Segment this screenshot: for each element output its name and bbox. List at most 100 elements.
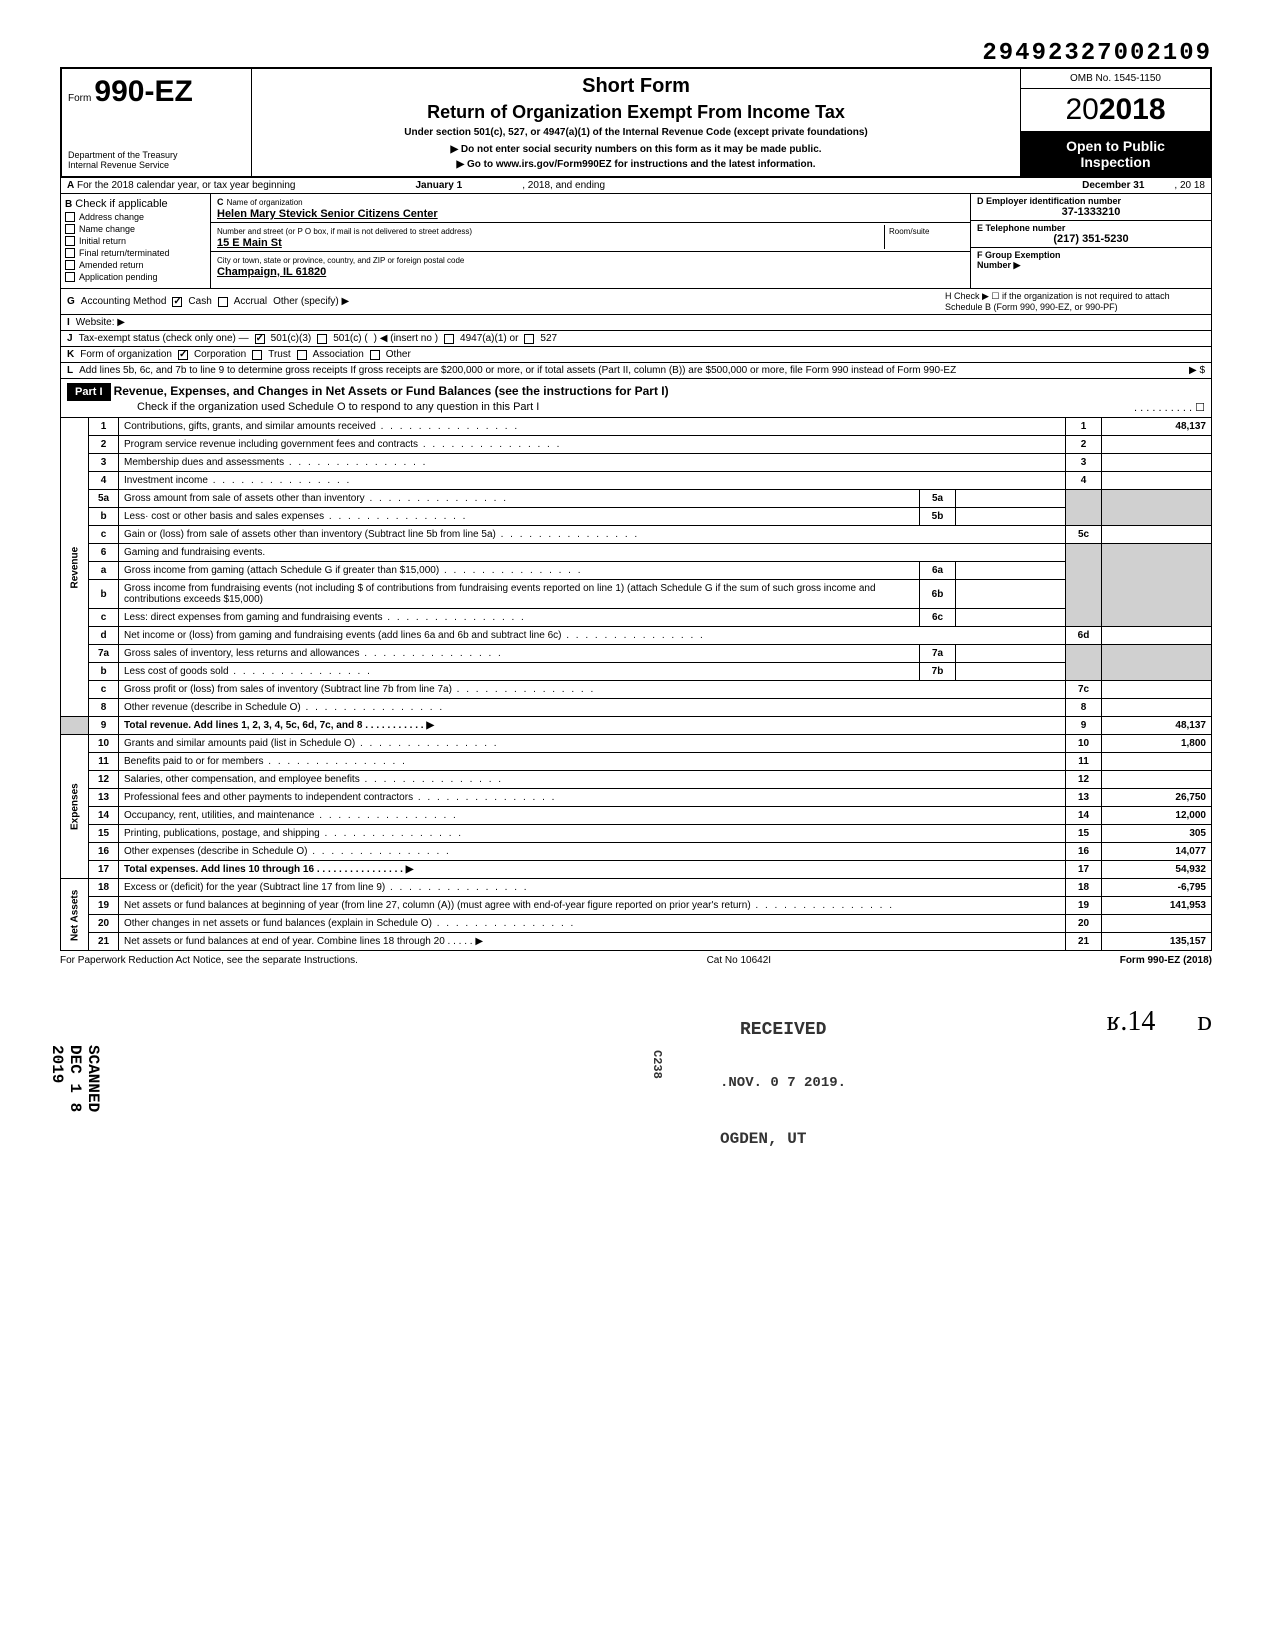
k-text: Form of organization bbox=[80, 349, 172, 360]
form-header: Form 990-EZ Department of the Treasury I… bbox=[60, 67, 1212, 178]
line-7a-sub: 7a bbox=[920, 645, 956, 663]
chk-final-return[interactable] bbox=[65, 248, 75, 258]
form-number: 990-EZ bbox=[94, 75, 192, 108]
line-7b-val bbox=[956, 663, 1066, 681]
chk-amended-return[interactable] bbox=[65, 260, 75, 270]
row-k: K Form of organization Corporation Trust… bbox=[60, 347, 1212, 363]
row-a-begin: January 1 bbox=[416, 180, 463, 191]
row-i: I Website: ▶ bbox=[60, 315, 1212, 331]
row-l: L Add lines 5b, 6c, and 7b to line 9 to … bbox=[60, 363, 1212, 379]
line-18-amount: -6,795 bbox=[1102, 879, 1212, 897]
j-c3: 501(c)(3) bbox=[271, 333, 312, 344]
top-tracking-number: 29492327002109 bbox=[60, 40, 1212, 67]
j-c: 501(c) ( bbox=[333, 333, 367, 344]
line-21-desc: Net assets or fund balances at end of ye… bbox=[119, 933, 1066, 951]
org-city: Champaign, IL 61820 bbox=[217, 266, 326, 278]
omb-number: OMB No. 1545-1150 bbox=[1021, 69, 1210, 89]
e-label: E Telephone number bbox=[977, 223, 1205, 233]
c-street-label: Number and street (or P O box, if mail i… bbox=[217, 227, 472, 236]
f-label2: Number ▶ bbox=[977, 260, 1020, 270]
chk-501c3[interactable] bbox=[255, 334, 265, 344]
line-7a-val bbox=[956, 645, 1066, 663]
chk-initial-return[interactable] bbox=[65, 236, 75, 246]
line-6c-sub: 6c bbox=[920, 609, 956, 627]
line-12-box: 12 bbox=[1066, 771, 1102, 789]
stamp-city: OGDEN, UT bbox=[720, 1130, 806, 1148]
line-9-amount: 48,137 bbox=[1102, 717, 1212, 735]
line-21-box: 21 bbox=[1066, 933, 1102, 951]
g-label: G bbox=[67, 296, 75, 307]
side-netassets: Net Assets bbox=[61, 879, 89, 951]
line-4-desc: Investment income bbox=[119, 472, 1066, 490]
line-10-desc: Grants and similar amounts paid (list in… bbox=[119, 735, 1066, 753]
line-20-box: 20 bbox=[1066, 915, 1102, 933]
chk-accrual[interactable] bbox=[218, 297, 228, 307]
line-11-box: 11 bbox=[1066, 753, 1102, 771]
row-g: G Accounting Method Cash Accrual Other (… bbox=[60, 289, 1212, 315]
line-15-box: 15 bbox=[1066, 825, 1102, 843]
line-7a-desc: Gross sales of inventory, less returns a… bbox=[119, 645, 920, 663]
org-street: 15 E Main St bbox=[217, 237, 282, 249]
line-6b-sub: 6b bbox=[920, 580, 956, 609]
chk-501c[interactable] bbox=[317, 334, 327, 344]
c-city-label: City or town, state or province, country… bbox=[217, 256, 464, 265]
chk-527[interactable] bbox=[524, 334, 534, 344]
footer-mid: Cat No 10642I bbox=[707, 955, 772, 966]
line-5a-sub: 5a bbox=[920, 490, 956, 508]
chk-assoc[interactable] bbox=[297, 350, 307, 360]
line-19-desc: Net assets or fund balances at beginning… bbox=[119, 897, 1066, 915]
side-expenses: Expenses bbox=[61, 735, 89, 879]
b-item-3: Final return/terminated bbox=[79, 248, 170, 258]
line-9-box: 9 bbox=[1066, 717, 1102, 735]
line-18-box: 18 bbox=[1066, 879, 1102, 897]
k-assoc: Association bbox=[313, 349, 364, 360]
line-11-amount bbox=[1102, 753, 1212, 771]
line-6d-desc: Net income or (loss) from gaming and fun… bbox=[119, 627, 1066, 645]
lines-table: Revenue 1 Contributions, gifts, grants, … bbox=[60, 418, 1212, 951]
chk-other[interactable] bbox=[370, 350, 380, 360]
g-accrual: Accrual bbox=[234, 296, 267, 307]
line-5c-box: 5c bbox=[1066, 526, 1102, 544]
l-arrow: ▶ $ bbox=[1189, 365, 1205, 376]
g-text: Accounting Method bbox=[81, 296, 167, 307]
line-12-amount bbox=[1102, 771, 1212, 789]
line-6a-val bbox=[956, 562, 1066, 580]
line-9-desc: Total revenue. Add lines 1, 2, 3, 4, 5c,… bbox=[119, 717, 1066, 735]
chk-address-change[interactable] bbox=[65, 212, 75, 222]
chk-corp[interactable] bbox=[178, 350, 188, 360]
line-3-box: 3 bbox=[1066, 454, 1102, 472]
b-item-1: Name change bbox=[79, 224, 135, 234]
l-label: L bbox=[67, 365, 73, 376]
line-7b-desc: Less cost of goods sold bbox=[119, 663, 920, 681]
j-insert: ) ◀ (insert no ) bbox=[374, 333, 438, 344]
line-13-amount: 26,750 bbox=[1102, 789, 1212, 807]
org-name: Helen Mary Stevick Senior Citizens Cente… bbox=[217, 208, 438, 220]
row-a-text: For the 2018 calendar year, or tax year … bbox=[77, 180, 295, 191]
form-prefix: Form bbox=[68, 93, 91, 104]
chk-4947[interactable] bbox=[444, 334, 454, 344]
l-text: Add lines 5b, 6c, and 7b to line 9 to de… bbox=[79, 365, 1183, 376]
footer-right: Form 990-EZ (2018) bbox=[1120, 955, 1212, 966]
h-text: H Check ▶ ☐ if the organization is not r… bbox=[945, 291, 1205, 312]
f-label: F Group Exemption bbox=[977, 250, 1061, 260]
line-6d-amount bbox=[1102, 627, 1212, 645]
line-15-amount: 305 bbox=[1102, 825, 1212, 843]
chk-application-pending[interactable] bbox=[65, 272, 75, 282]
ein: 37-1333210 bbox=[977, 206, 1205, 218]
line-5b-desc: Less· cost or other basis and sales expe… bbox=[119, 508, 920, 526]
line-6c-val bbox=[956, 609, 1066, 627]
line-17-box: 17 bbox=[1066, 861, 1102, 879]
chk-trust[interactable] bbox=[252, 350, 262, 360]
line-19-amount: 141,953 bbox=[1102, 897, 1212, 915]
j-label: J bbox=[67, 333, 73, 344]
line-1-num: 1 bbox=[89, 418, 119, 436]
chk-cash[interactable] bbox=[172, 297, 182, 307]
line-5a-desc: Gross amount from sale of assets other t… bbox=[119, 490, 920, 508]
row-a-mid2: , 2018, and ending bbox=[522, 180, 605, 191]
row-a-end: December 31 bbox=[1082, 180, 1144, 191]
k-trust: Trust bbox=[268, 349, 290, 360]
row-a-end2: , 20 18 bbox=[1174, 180, 1205, 191]
c-name-label: Name of organization bbox=[227, 198, 303, 207]
chk-name-change[interactable] bbox=[65, 224, 75, 234]
line-12-desc: Salaries, other compensation, and employ… bbox=[119, 771, 1066, 789]
